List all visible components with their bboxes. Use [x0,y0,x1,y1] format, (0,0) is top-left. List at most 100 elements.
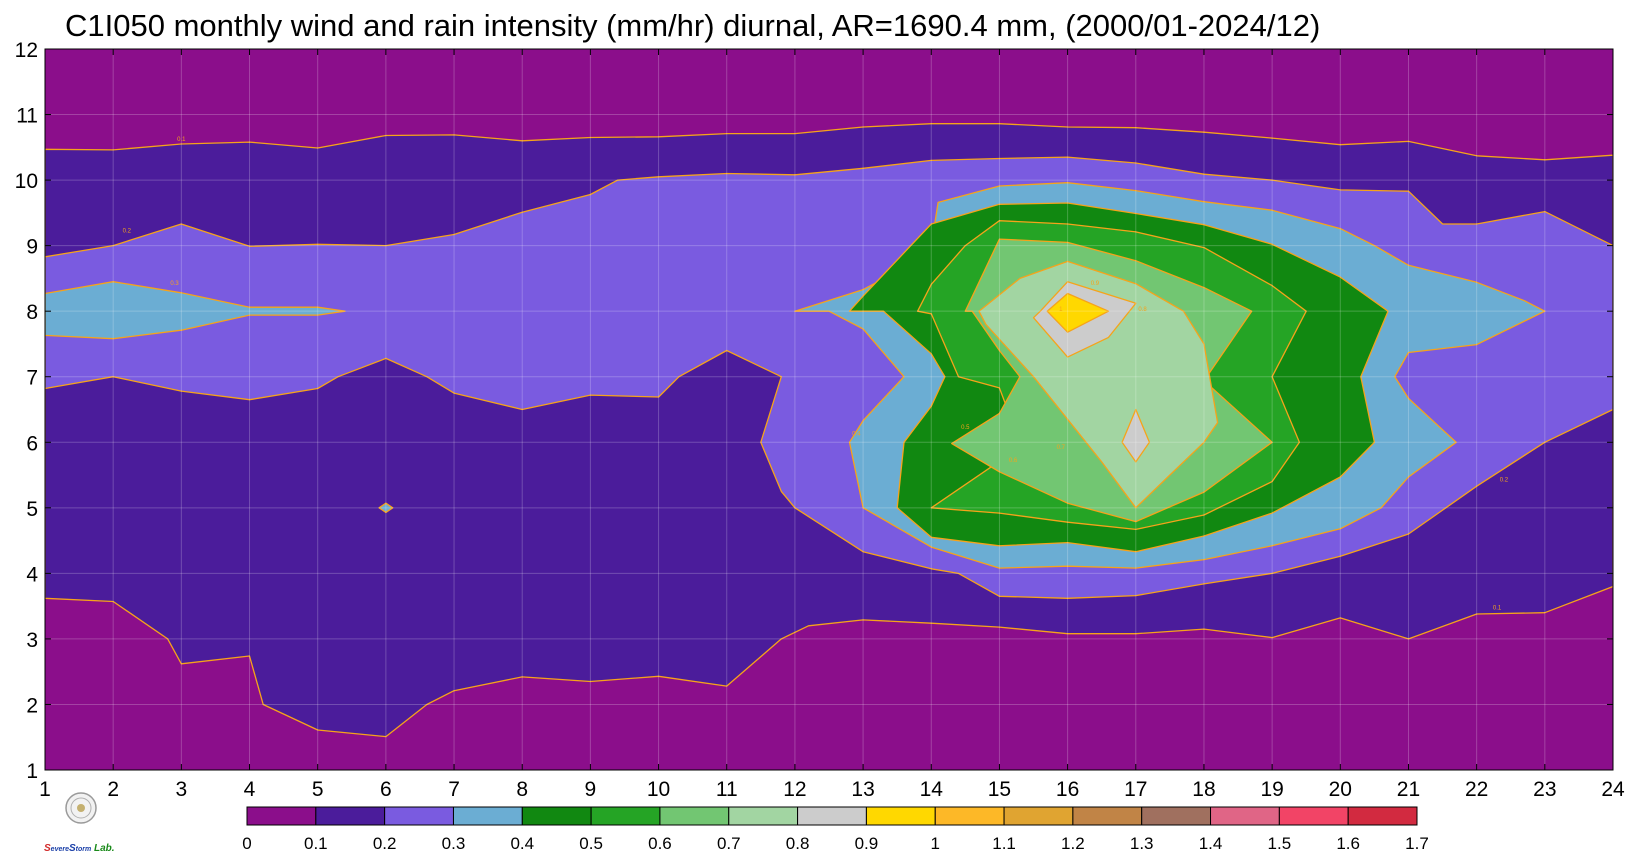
colorbar: 0 0.1 0.2 0.3 0.4 0.5 0.6 0.7 0.8 0.9 1 1.1 1.2 1.3 1.… [242,806,1429,853]
x-tick-label: 5 [312,778,324,801]
colorbar-swatch [934,806,1005,826]
colorbar-swatch [1278,806,1349,826]
x-tick-label: 23 [1533,778,1556,801]
contour-label: 1 [1059,307,1063,313]
colorbar-swatch [315,806,386,826]
colorbar-tick-label: 0.5 [579,834,603,853]
x-tick-label: 12 [783,778,806,801]
contour-label: 0.1 [1493,605,1502,611]
x-tick-label: 14 [920,778,944,801]
x-tick-label: 22 [1465,778,1488,801]
colorbar-swatch [452,806,523,826]
contour-label: 0.6 [1009,458,1018,464]
grid-layer [45,49,1613,770]
y-tick-label: 5 [26,498,38,521]
colorbar-tick-label: 1.7 [1405,834,1429,853]
contour-label: 0.9 [1091,281,1100,287]
x-axis: 1 2 3 4 5 6 7 8 9 10 11 12 13 14 15 16 17 18 19 20 21 22 23 24 [39,49,1625,801]
x-tick-label: 10 [647,778,670,801]
colorbar-swatch [865,806,936,826]
colorbar-tick-label: 1.6 [1336,834,1360,853]
x-tick-label: 9 [585,778,597,801]
contour-fill-layer [45,49,1613,770]
x-tick-label: 19 [1260,778,1283,801]
y-tick-label: 10 [15,170,38,193]
x-tick-label: 16 [1056,778,1079,801]
x-tick-label: 20 [1329,778,1352,801]
x-tick-label: 4 [244,778,256,801]
contour-region [378,502,394,514]
x-tick-label: 15 [988,778,1011,801]
contour-label: 0.2 [1500,478,1509,484]
contour-label: 0.7 [1057,445,1066,451]
contour-region [1046,292,1110,333]
colorbar-tick-label: 1 [931,834,940,853]
y-tick-label: 11 [16,105,38,128]
y-tick-label: 7 [26,367,38,390]
x-tick-label: 18 [1192,778,1215,801]
contour-region [1121,408,1151,463]
x-tick-label: 24 [1601,778,1625,801]
y-tick-label: 12 [15,39,38,62]
contour-label: 0.8 [1138,307,1147,313]
lab-seal-center [77,804,85,812]
colorbar-swatch [1210,806,1280,826]
y-tick-label: 8 [26,301,38,324]
x-tick-label: 3 [176,778,188,801]
x-tick-label: 2 [107,778,119,801]
x-tick-label: 1 [39,778,51,801]
colorbar-swatch [590,806,661,826]
colorbar-tick-label: 1.3 [1130,834,1154,853]
colorbar-swatch [1141,806,1212,826]
x-tick-label: 13 [851,778,874,801]
colorbar-tick-label: 0.8 [786,834,810,853]
x-tick-label: 11 [716,778,738,801]
colorbar-tick-label: 1.5 [1268,834,1292,853]
x-tick-label: 7 [448,778,460,801]
colorbar-swatch [521,806,592,826]
colorbar-tick-label: 0.9 [855,834,879,853]
colorbar-tick-label: 1.4 [1199,834,1223,853]
colorbar-tick-label: 0.1 [304,834,328,853]
colorbar-swatch [384,806,454,826]
colorbar-swatch [797,806,867,826]
contour-label: 0.2 [123,229,132,235]
lab-logo-text: SevereStorm Lab. [44,843,115,854]
colorbar-tick-label: 1.2 [1061,834,1085,853]
colorbar-tick-label: 0 [242,834,251,853]
y-tick-label: 4 [26,563,38,586]
contour-label: 0.4 [852,432,861,438]
contour-label: 0.3 [170,281,179,287]
lab-logo: SevereStorm Lab. [44,792,115,854]
y-tick-label: 6 [26,432,38,455]
contour-label: 0.1 [177,137,186,143]
y-tick-label: 9 [26,236,38,259]
colorbar-swatch [1347,806,1418,826]
x-tick-label: 6 [380,778,392,801]
x-tick-label: 17 [1124,778,1147,801]
y-tick-label: 2 [26,694,38,717]
plot-frame [44,48,1614,771]
colorbar-swatch [1003,806,1074,826]
contour-label-layer: 0.1 0.2 0.3 0.4 0.5 0.6 0.7 0.8 0.9 1 0.2 0.1 [123,137,1509,612]
colorbar-swatch [659,806,730,826]
lab-seal-ring [70,797,92,819]
colorbar-tick-label: 1.1 [992,834,1016,853]
colorbar-swatch [1072,806,1143,826]
colorbar-tick-label: 0.2 [373,834,397,853]
y-tick-label: 1 [26,760,38,783]
colorbar-tick-label: 0.3 [442,834,466,853]
contour-region [45,281,346,340]
colorbar-tick-label: 0.6 [648,834,672,853]
colorbar-swatch [728,806,799,826]
chart-title: C1I050 monthly wind and rain intensity (… [65,8,1320,43]
colorbar-tick-label: 0.7 [717,834,741,853]
y-tick-label: 3 [26,629,38,652]
contour-label: 0.5 [961,425,970,431]
x-tick-label: 21 [1397,778,1420,801]
colorbar-tick-label: 0.4 [510,834,534,853]
colorbar-swatch [246,806,317,826]
